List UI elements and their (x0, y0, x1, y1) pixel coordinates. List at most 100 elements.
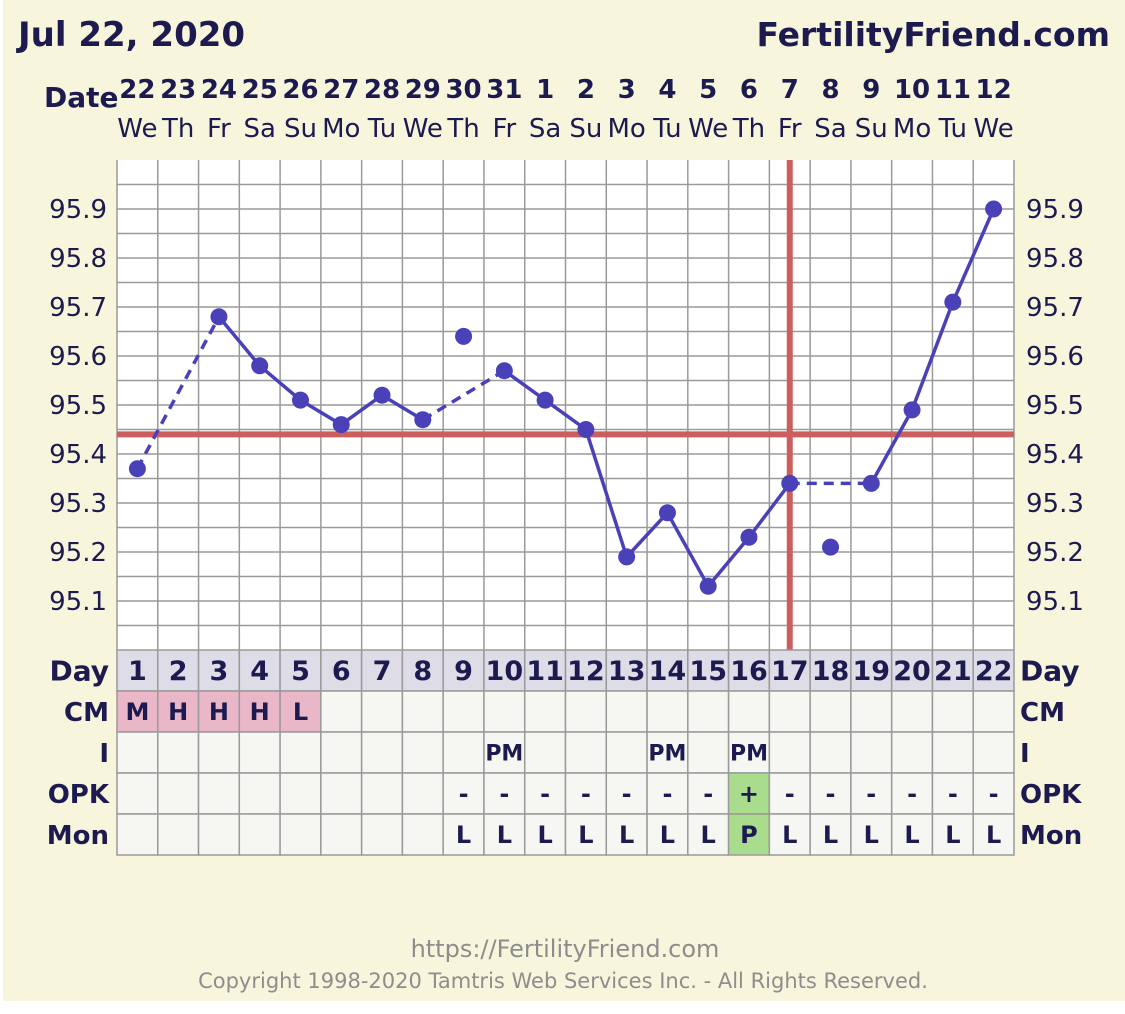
intercourse-cell (238, 731, 281, 774)
day-cell-value: 1 (128, 656, 147, 687)
mon-cell-value: L (660, 821, 675, 849)
y-tick-label-right: 95.6 (1026, 342, 1084, 372)
mon-cell-value: L (497, 821, 512, 849)
weekday-tick-label: We (403, 114, 443, 144)
day-cell-value: 22 (975, 656, 1013, 687)
day-cell (238, 649, 281, 692)
date-tick-label: 29 (405, 75, 441, 105)
mon-cell-value: L (904, 821, 919, 849)
mon-cell-value: L (864, 821, 879, 849)
weekday-tick-label: Th (732, 114, 765, 144)
y-tick-label-right: 95.1 (1026, 587, 1084, 617)
opk-row-label-left: OPK (48, 780, 110, 810)
opk-cell-value: - (540, 780, 550, 808)
weekday-tick-label: Fr (778, 114, 802, 144)
opk-cell (279, 772, 322, 815)
opk-cell-value: - (622, 780, 632, 808)
mon-cell-value: P (740, 821, 758, 849)
footer-copyright: Copyright 1998-2020 Tamtris Web Services… (198, 969, 928, 993)
cm-cell (401, 690, 444, 733)
temperature-line-segment (217, 315, 262, 367)
mon-cell (360, 813, 404, 856)
cm-cell (931, 690, 974, 733)
opk-cell (809, 772, 852, 815)
day-cell (768, 649, 811, 692)
mon-cell-value: L (456, 821, 471, 849)
y-tick-label-right: 95.9 (1026, 195, 1084, 225)
temperature-point (658, 504, 676, 522)
day-cell (850, 649, 893, 692)
temperature-point (699, 577, 717, 595)
day-cell-value: 5 (291, 656, 310, 687)
opk-cell-value: - (989, 780, 999, 808)
intercourse-cell (850, 731, 893, 774)
day-cell-value: 14 (649, 656, 687, 687)
date-tick-label: 22 (119, 75, 155, 105)
day-cell-value: 11 (526, 656, 564, 687)
cm-cell-value: M (125, 698, 149, 726)
mon-cell (809, 813, 852, 856)
day-cell-value: 8 (413, 656, 432, 687)
day-cell-value: 3 (210, 656, 229, 687)
y-tick-label-right: 95.8 (1026, 244, 1084, 274)
temperature-line-segment (584, 428, 629, 558)
intercourse-cell (687, 731, 730, 774)
temperature-point (740, 528, 758, 546)
opk-cell (197, 772, 241, 815)
temperature-point (332, 416, 350, 434)
opk-cell (523, 772, 567, 815)
day-cell (687, 649, 730, 692)
opk-cell-value: - (662, 780, 672, 808)
cm-row-label-right: CM (1020, 698, 1065, 728)
mon-cell (238, 813, 281, 856)
weekday-tick-label: Fr (207, 114, 231, 144)
mon-cell-value: L (701, 821, 716, 849)
temperature-point (414, 411, 432, 429)
intercourse-row-label-left: I (99, 739, 109, 769)
date-tick-label: 26 (282, 75, 318, 105)
footer-url[interactable]: https://FertilityFriend.com (411, 935, 720, 963)
temperature-point (985, 200, 1003, 218)
mon-cell (320, 813, 363, 856)
weekday-tick-label: Mo (322, 114, 360, 144)
weekday-tick-label: Tu (652, 114, 681, 144)
mon-cell (401, 813, 444, 856)
cm-row-label-left: CM (64, 698, 109, 728)
date-tick-label: 12 (976, 75, 1012, 105)
opk-cell (687, 772, 730, 815)
date-tick-label: 8 (821, 75, 839, 105)
date-tick-label: 1 (536, 75, 554, 105)
opk-cell (360, 772, 404, 815)
mon-row-label-left: Mon (47, 821, 109, 851)
weekday-tick-label: Mo (893, 114, 931, 144)
cm-cell-value: L (293, 698, 308, 726)
cm-cell (605, 690, 648, 733)
mon-cell (279, 813, 322, 856)
intercourse-cell (157, 731, 200, 774)
mon-cell (972, 813, 1015, 856)
weekday-tick-label: Tu (367, 114, 396, 144)
mon-cell-value: L (782, 821, 797, 849)
temperature-point (903, 401, 921, 419)
temperature-line-segment (951, 208, 996, 303)
y-tick-label-left: 95.1 (49, 587, 107, 617)
date-tick-label: 27 (323, 75, 359, 105)
cm-cell (442, 690, 485, 733)
intercourse-cell (360, 731, 404, 774)
y-tick-label-left: 95.3 (49, 489, 107, 519)
y-tick-label-left: 95.9 (49, 195, 107, 225)
temperature-line-segment (258, 364, 302, 402)
weekday-tick-label: We (117, 114, 157, 144)
intercourse-cell (401, 731, 444, 774)
weekday-tick-label: Fr (492, 114, 516, 144)
mon-cell (523, 813, 567, 856)
temperature-line-segment (910, 301, 955, 411)
intercourse-cell (564, 731, 608, 774)
mon-row-label-right: Mon (1020, 821, 1082, 851)
mon-cell (564, 813, 608, 856)
opk-cell (972, 772, 1015, 815)
temperature-line-segment (665, 511, 710, 588)
intercourse-cell (523, 731, 567, 774)
y-tick-label-right: 95.3 (1026, 489, 1084, 519)
